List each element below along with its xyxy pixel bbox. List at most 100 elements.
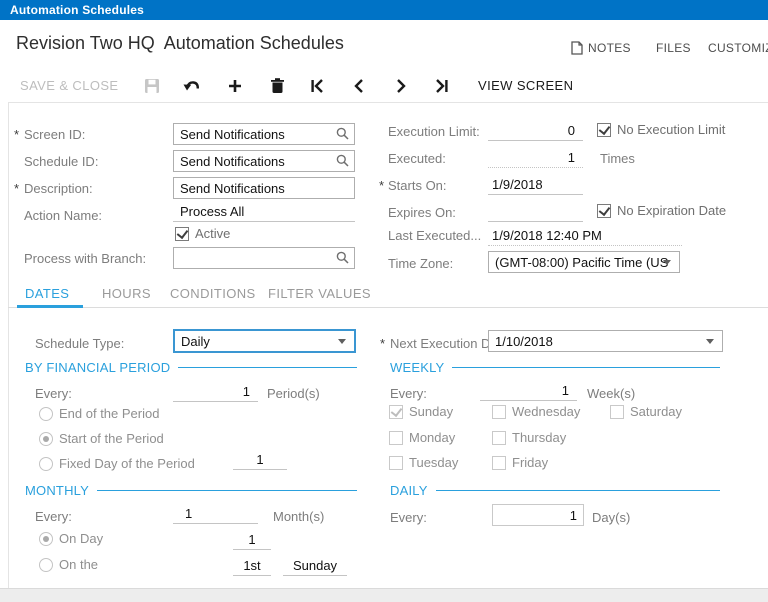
lookup-icon[interactable]: [336, 127, 349, 143]
window-titlebar: Automation Schedules: [0, 0, 768, 20]
customize-label: CUSTOMIZE: [708, 41, 768, 55]
day-tuesday-row: Tuesday: [389, 455, 458, 470]
daily-every-input[interactable]: 1: [492, 504, 584, 526]
on-day-value: 1: [248, 532, 256, 547]
time-zone-value: (GMT-08:00) Pacific Time (US: [495, 254, 669, 270]
execution-limit-field[interactable]: 0: [488, 120, 583, 141]
lookup-icon[interactable]: [336, 154, 349, 170]
expires-on-field[interactable]: [488, 201, 583, 222]
notes-button[interactable]: NOTES: [571, 41, 631, 55]
tab-filter-values[interactable]: FILTER VALUES: [268, 286, 371, 301]
first-record-button[interactable]: [306, 77, 328, 95]
action-name-field[interactable]: Process All: [173, 201, 355, 222]
last-record-button[interactable]: [430, 77, 452, 95]
save-icon: [145, 79, 159, 93]
friday-checkbox: [492, 455, 506, 470]
sunday-checkbox: [389, 404, 403, 419]
next-record-button[interactable]: [390, 77, 412, 95]
wednesday-checkbox: [492, 404, 506, 419]
screen-id-label: Screen ID:: [24, 127, 86, 142]
fp-fixed-day-field: 1: [233, 451, 287, 470]
schedule-id-input[interactable]: Send Notifications: [173, 150, 355, 172]
files-label: FILES: [656, 41, 691, 55]
add-button[interactable]: [224, 77, 246, 95]
view-screen-button[interactable]: VIEW SCREEN: [478, 78, 574, 93]
no-execution-limit-checkbox[interactable]: [597, 122, 611, 137]
fp-option-start-row: Start of the Period: [39, 431, 164, 446]
section-divider-line: [178, 367, 357, 368]
customize-button[interactable]: CUSTOMIZE: [708, 41, 768, 55]
fp-fixed-day-value: 1: [256, 452, 264, 467]
saturday-checkbox: [610, 404, 624, 419]
time-zone-dropdown[interactable]: (GMT-08:00) Pacific Time (US: [488, 251, 680, 273]
no-execution-limit-row: No Execution Limit: [597, 122, 725, 137]
financial-period-section-header: BY FINANCIAL PERIOD: [25, 360, 357, 375]
tab-hours[interactable]: HOURS: [102, 286, 151, 301]
required-marker: *: [14, 181, 20, 196]
thursday-label: Thursday: [512, 430, 567, 445]
financial-period-title: BY FINANCIAL PERIOD: [25, 360, 171, 375]
tab-dates[interactable]: DATES: [25, 286, 70, 301]
executed-label: Executed:: [388, 151, 446, 166]
tab-strip: DATES HOURS CONDITIONS FILTER VALUES: [8, 281, 768, 308]
screen-name: Automation Schedules: [163, 33, 344, 53]
day-sunday-row: Sunday: [389, 404, 453, 419]
active-checkbox[interactable]: [175, 226, 189, 241]
first-record-icon: [310, 79, 323, 93]
tuesday-checkbox: [389, 455, 403, 470]
day-monday-row: Monday: [389, 430, 455, 445]
fp-start-label: Start of the Period: [59, 431, 164, 446]
on-the-radio: [39, 557, 53, 572]
no-expiration-date-checkbox[interactable]: [597, 203, 611, 218]
starts-on-label: Starts On:: [388, 178, 447, 193]
screen-id-input[interactable]: Send Notifications: [173, 123, 355, 145]
required-marker: *: [14, 127, 20, 142]
description-label: Description:: [24, 181, 93, 196]
daily-title: DAILY: [390, 483, 428, 498]
monday-label: Monday: [409, 430, 456, 445]
weekly-every-suffix: Week(s): [587, 386, 636, 401]
save-button[interactable]: [141, 77, 163, 95]
delete-button[interactable]: [266, 77, 288, 95]
friday-label: Friday: [512, 455, 549, 470]
fp-option-end-row: End of the Period: [39, 406, 159, 421]
form-panel-border-left: [8, 102, 9, 588]
on-the-label: On the: [59, 557, 99, 572]
on-day-field: 1: [233, 529, 271, 550]
section-divider-line: [435, 490, 720, 491]
lookup-icon[interactable]: [336, 251, 349, 267]
description-input[interactable]: Send Notifications: [173, 177, 355, 199]
fp-every-field: 1: [173, 382, 258, 402]
on-the-ordinal-field: 1st: [233, 554, 271, 576]
fp-end-radio: [39, 406, 53, 421]
undo-button[interactable]: [181, 77, 203, 95]
previous-record-button[interactable]: [348, 77, 370, 95]
schedule-type-dropdown[interactable]: Daily: [173, 329, 356, 353]
expires-on-label: Expires On:: [388, 205, 456, 220]
fp-fixed-label: Fixed Day of the Period: [59, 456, 195, 471]
process-with-branch-input[interactable]: [173, 247, 355, 269]
wednesday-label: Wednesday: [512, 404, 581, 419]
monthly-every-label: Every:: [35, 509, 72, 524]
day-wednesday-row: Wednesday: [492, 404, 580, 419]
time-zone-label: Time Zone:: [388, 256, 454, 271]
times-suffix: Times: [600, 151, 635, 166]
tab-conditions[interactable]: CONDITIONS: [170, 286, 256, 301]
monday-checkbox: [389, 430, 403, 445]
schedule-type-value: Daily: [181, 333, 210, 349]
fp-every-suffix: Period(s): [267, 386, 320, 401]
files-button[interactable]: FILES: [656, 41, 691, 55]
process-with-branch-label: Process with Branch:: [24, 251, 147, 266]
save-and-close-button[interactable]: SAVE & CLOSE: [20, 78, 119, 93]
chevron-down-icon: [663, 260, 671, 265]
schedule-id-value: Send Notifications: [180, 153, 285, 169]
no-expiration-date-row: No Expiration Date: [597, 203, 726, 218]
weekly-every-label: Every:: [390, 386, 427, 401]
screen-id-value: Send Notifications: [180, 126, 285, 142]
last-executed-label: Last Executed...: [388, 228, 482, 243]
chevron-down-icon: [706, 339, 714, 344]
next-execution-date-label: Next Execution Date:: [390, 336, 513, 351]
next-execution-date-dropdown[interactable]: 1/10/2018: [488, 330, 723, 352]
starts-on-field[interactable]: 1/9/2018: [488, 174, 583, 195]
